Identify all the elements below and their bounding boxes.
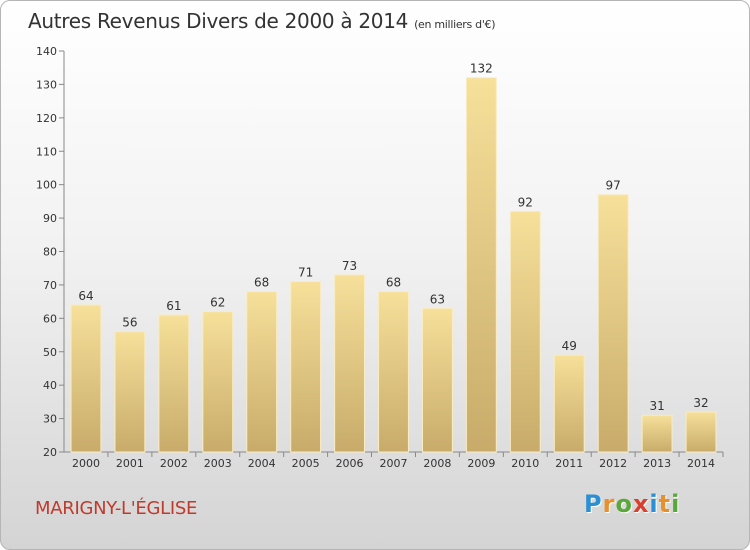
data-label: 97 [606, 179, 621, 193]
bar [202, 311, 234, 453]
x-tick-label: 2000 [72, 457, 100, 470]
bar [378, 291, 409, 453]
data-label: 73 [342, 259, 357, 273]
bar [70, 304, 102, 453]
data-label: 32 [693, 396, 708, 410]
x-tick-label: 2003 [204, 457, 232, 470]
logo-letter: i [649, 490, 659, 518]
y-tick-label: 110 [36, 145, 57, 158]
bar [553, 354, 585, 453]
proxiti-logo: Proxiti [584, 490, 680, 518]
bar [114, 331, 146, 453]
y-tick-label: 70 [43, 279, 57, 292]
y-tick-label: 100 [36, 179, 57, 192]
data-label: 71 [298, 266, 313, 280]
y-tick-label: 120 [36, 112, 57, 125]
bar [421, 307, 453, 453]
data-label: 92 [518, 195, 533, 209]
x-tick-label: 2001 [116, 457, 144, 470]
data-label: 68 [254, 276, 269, 290]
bar [246, 291, 278, 453]
bar [290, 281, 322, 453]
x-tick-label: 2004 [248, 457, 276, 470]
data-label: 31 [649, 399, 664, 413]
chart-subtitle: (en milliers d'€) [414, 18, 496, 31]
data-label: 49 [562, 339, 577, 353]
bar [685, 411, 717, 453]
x-tick-label: 2009 [467, 457, 495, 470]
chart-title: Autres Revenus Divers de 2000 à 2014 (en … [28, 9, 496, 33]
y-tick-label: 50 [43, 346, 57, 359]
bar [597, 194, 629, 453]
x-tick-label: 2005 [292, 457, 320, 470]
y-tick-label: 30 [43, 413, 57, 426]
y-tick-label: 140 [36, 45, 57, 58]
y-tick-label: 80 [43, 246, 57, 259]
logo-letter: i [671, 490, 681, 518]
data-label: 64 [78, 289, 93, 303]
data-label: 68 [386, 276, 401, 290]
y-tick-label: 20 [43, 446, 57, 459]
chart-title-text: Autres Revenus Divers de 2000 à 2014 [28, 9, 409, 33]
y-tick-label: 130 [36, 78, 57, 91]
data-label: 62 [210, 296, 225, 310]
bar [641, 414, 673, 453]
data-label: 56 [122, 316, 137, 330]
x-tick-label: 2013 [643, 457, 671, 470]
bar [509, 210, 541, 453]
bars [70, 77, 717, 453]
logo-letter: t [658, 490, 672, 518]
x-tick-label: 2007 [380, 457, 408, 470]
x-tick-label: 2010 [511, 457, 539, 470]
bar [334, 274, 366, 453]
value-labels: 64 56 61 62 68 71 73 68 63 132 92 49 97 31 32 [78, 62, 708, 414]
x-tick-label: 2006 [336, 457, 364, 470]
logo-letter: r [602, 490, 616, 518]
x-tick-label: 2002 [160, 457, 188, 470]
x-tick-label: 2012 [599, 457, 627, 470]
x-tick-label: 2008 [423, 457, 451, 470]
x-tick-label: 2014 [687, 457, 715, 470]
place-name: MARIGNY-L'ÉGLISE [35, 498, 198, 519]
logo-letter: P [584, 490, 603, 518]
y-tick-label: 60 [43, 312, 57, 325]
data-label: 63 [430, 292, 445, 306]
y-tick-label: 90 [43, 212, 57, 225]
y-tick-label: 40 [43, 379, 57, 392]
bar [465, 77, 497, 453]
bar [158, 314, 190, 453]
data-label: 132 [470, 62, 493, 76]
logo-letter: x [632, 490, 650, 518]
logo-letter: o [615, 490, 633, 518]
axes: 20 30 40 50 60 70 80 90 100 110 120 130 140 2000 2001 2… [36, 45, 724, 470]
data-label: 61 [166, 299, 181, 313]
x-tick-label: 2011 [555, 457, 583, 470]
